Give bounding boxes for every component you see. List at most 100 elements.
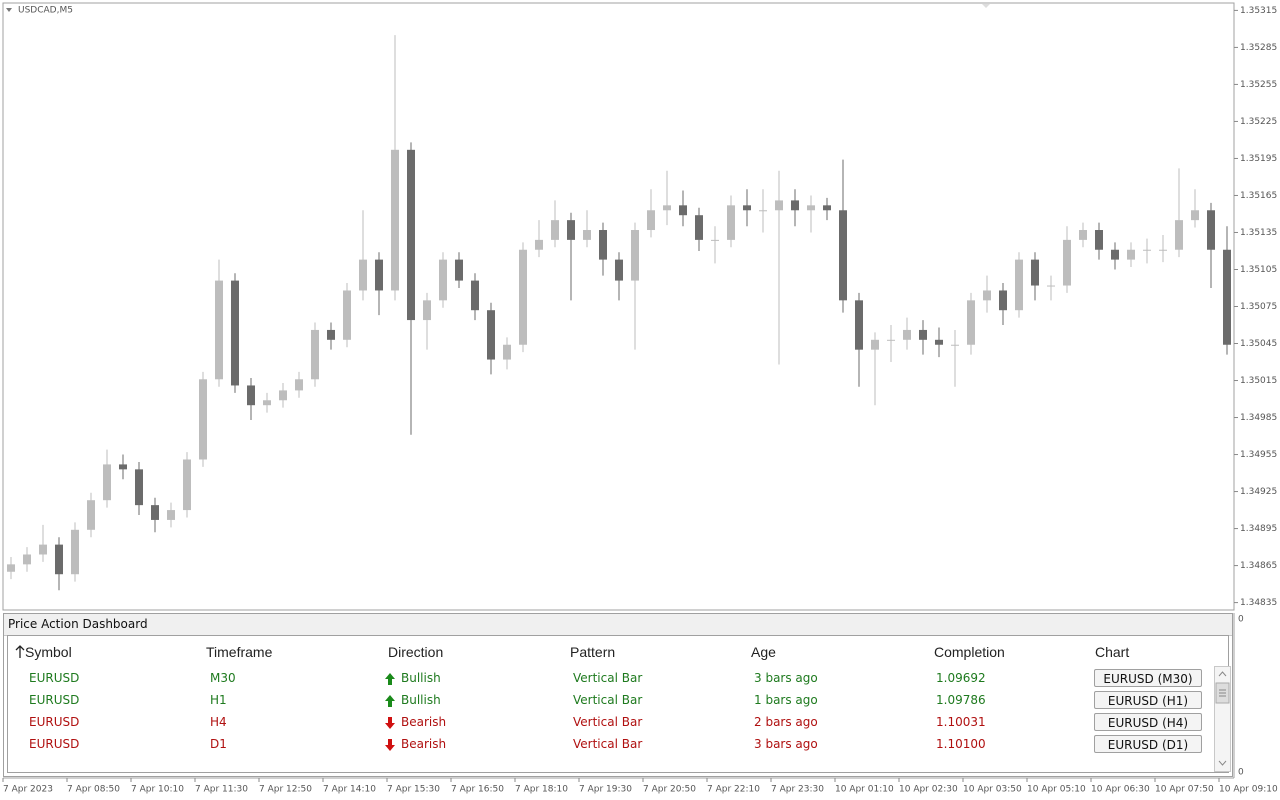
y-tick-label: 1.35195 [1240,154,1277,164]
candle-body [167,510,175,520]
dashboard-table: Symbol Timeframe Direction Pattern Age C… [7,635,1231,773]
x-tick-label: 7 Apr 19:30 [579,785,632,795]
candle-body [1143,249,1151,251]
candle-body [199,379,207,460]
table-cell: 1.09692 [936,671,986,685]
candle-body [343,290,351,340]
table-cell: Bullish [401,671,441,685]
candle-body [583,230,591,240]
sub-axis-label: 0 [1238,768,1244,778]
x-tick-label: 7 Apr 12:50 [259,785,312,795]
candle-body [1159,249,1167,251]
candle-body [1127,249,1135,260]
y-tick-label: 1.35045 [1240,339,1277,349]
chart-button[interactable]: EURUSD (H1) [1094,691,1202,709]
candle-body [775,200,783,211]
x-tick-label: 7 Apr 15:30 [387,785,440,795]
candle-body [183,459,191,511]
y-tick-label: 1.35015 [1240,376,1277,386]
symbol-menu-icon[interactable] [6,8,12,12]
x-tick-label: 7 Apr 18:10 [515,785,568,795]
time-axis: 7 Apr 2023 7 Apr 08:50 7 Apr 10:10 7 Apr 11… [2,777,1278,795]
x-tick-label: 7 Apr 10:10 [131,785,184,795]
table-cell: Vertical Bar [573,671,643,685]
candle-body [983,290,991,301]
candle-body [407,149,415,321]
candle-body [679,205,687,216]
candle-body [103,464,111,501]
y-tick-label: 1.35285 [1240,43,1277,53]
candle-body [903,329,911,340]
sort-arrow[interactable] [14,645,26,659]
candle-body [455,259,463,281]
candle-body [1207,210,1215,250]
table-cell: M30 [210,671,236,685]
table-cell: 1 bars ago [754,693,818,707]
direction-arrow [385,717,395,729]
table-cell: H4 [210,715,227,729]
candle-body [1079,230,1087,240]
column-header[interactable]: Age [751,644,776,660]
y-tick-label: 1.34865 [1240,561,1277,571]
x-tick-label: 7 Apr 22:10 [707,785,760,795]
table-cell: 1.10031 [936,715,986,729]
candle-body [599,230,607,260]
x-tick-label: 10 Apr 02:30 [899,785,958,795]
column-header[interactable]: Completion [934,644,1005,660]
shift-marker [982,4,990,8]
chart-button[interactable]: EURUSD (H4) [1094,713,1202,731]
candle-body [1015,259,1023,311]
candle-body [39,544,47,555]
candle-body [1063,239,1071,286]
x-tick-label: 10 Apr 07:50 [1155,785,1214,795]
scrollbar-icons [1215,671,1230,766]
scrollbar[interactable] [1214,666,1231,772]
candle-body [135,469,143,506]
chart-button[interactable]: EURUSD (D1) [1094,735,1202,753]
dashboard: Price Action Dashboard Symbol Timeframe … [3,613,1233,777]
column-header[interactable]: Timeframe [206,644,273,660]
candle-body [951,344,959,346]
candle-body [967,300,975,345]
candle-body [551,220,559,240]
price-axis: 1.35315 1.35285 1.35255 1.35225 1.35195 1.351… [1233,3,1277,610]
candles [7,35,1231,591]
column-header[interactable]: Chart [1095,644,1130,660]
candle-body [439,259,447,301]
candle-body [743,205,751,211]
y-tick-label: 1.35255 [1240,80,1277,90]
candle-body [791,200,799,211]
direction-arrow [385,695,395,707]
candle-body [151,505,159,520]
y-tick-label: 1.34925 [1240,487,1277,497]
candle-body [487,310,495,360]
x-tick-label: 7 Apr 14:10 [323,785,376,795]
table-cell: Bearish [401,715,447,729]
candle-body [23,554,31,565]
candle-body [375,259,383,291]
direction-arrow [385,739,395,751]
table-cell: 3 bars ago [754,671,818,685]
chart-button[interactable]: EURUSD (M30) [1094,669,1202,687]
y-tick-label: 1.34895 [1240,524,1277,534]
plot-frame [2,2,1235,611]
column-header[interactable]: Pattern [570,644,616,660]
x-tick-label: 7 Apr 20:50 [643,785,696,795]
column-header[interactable]: Symbol [25,644,72,660]
candle-body [823,205,831,211]
candle-body [855,300,863,350]
candle-body [807,205,815,211]
direction-arrow [385,673,395,685]
candle-body [247,385,255,406]
y-tick-label: 1.35165 [1240,191,1277,201]
candle-body [215,280,223,380]
candle-body [1095,230,1103,250]
column-header[interactable]: Direction [388,644,444,660]
x-tick-label: 7 Apr 08:50 [67,785,120,795]
candle-body [471,280,479,311]
candle-body [919,329,927,340]
candle-body [263,400,271,406]
candle-body [519,249,527,345]
